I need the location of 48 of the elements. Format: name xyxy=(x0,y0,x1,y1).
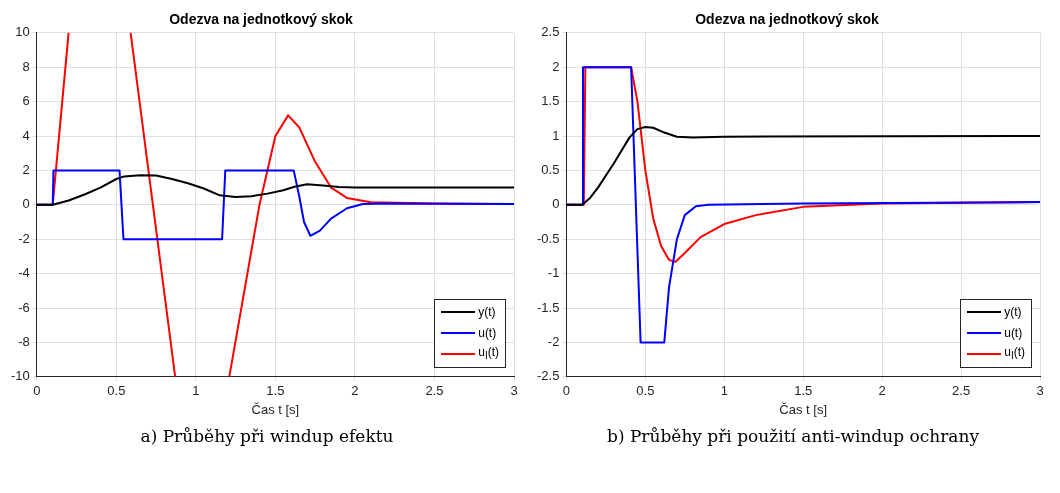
x-tick-label: 2.5 xyxy=(952,383,971,399)
y-tick-label: -10 xyxy=(10,368,30,384)
x-tick-label: 3 xyxy=(510,383,518,399)
legend-label: u(t) xyxy=(478,324,497,342)
x-tick-label: 1.5 xyxy=(794,383,813,399)
legend-label: u$_{I}$(t) xyxy=(478,344,499,364)
x-tick-label: 2.5 xyxy=(425,383,444,399)
x-axis-title: Čas t [s] xyxy=(251,401,300,417)
y-tick-label: -8 xyxy=(18,333,30,349)
y-tick-label: -6 xyxy=(18,299,30,315)
legend-label: u(t) xyxy=(1004,324,1023,342)
y-tick-label: 6 xyxy=(22,93,30,109)
x-tick-label: 1.5 xyxy=(266,383,285,399)
x-tick-label: 3 xyxy=(1036,383,1044,399)
x-tick-label: 0 xyxy=(562,383,571,399)
y-tick-label: 2.5 xyxy=(541,24,560,40)
y-tick-label: 1 xyxy=(552,127,560,143)
legend-label: y(t) xyxy=(1004,303,1022,321)
chart-title: Odezva na jednotkový skok xyxy=(695,11,880,28)
y-tick-label: 4 xyxy=(22,127,30,143)
y-tick-label: 2 xyxy=(552,58,560,74)
legend-label: u$_{I}$(t) xyxy=(1004,344,1025,364)
y-tick-label: 0.5 xyxy=(541,161,560,177)
x-tick-label: 1 xyxy=(720,383,728,399)
legend-label: y(t) xyxy=(478,303,496,321)
y-tick-label: 10 xyxy=(15,24,30,40)
x-axis-title: Čas t [s] xyxy=(779,401,828,417)
y-tick-label: -1.5 xyxy=(536,299,560,315)
y-tick-label: -2.5 xyxy=(536,368,560,384)
x-tick-label: 2 xyxy=(878,383,886,399)
text: a) Průběhy při windup efektu xyxy=(139,426,395,446)
y-tick-label: -2 xyxy=(547,333,560,349)
y-tick-label: -0.5 xyxy=(536,230,560,246)
y-tick-label: 0 xyxy=(552,196,560,212)
y-tick-label: -4 xyxy=(18,265,30,281)
y-tick-label: 8 xyxy=(22,58,30,74)
y-tick-label: 1.5 xyxy=(541,93,560,109)
x-tick-label: 0 xyxy=(33,383,41,399)
x-tick-label: 2 xyxy=(351,383,359,399)
x-tick-label: 0.5 xyxy=(636,383,655,399)
y-tick-label: 2 xyxy=(22,161,30,177)
y-tick-label: 0 xyxy=(22,196,30,212)
chart-title: Odezva na jednotkový skok xyxy=(169,11,354,28)
text: b) Průběhy při použití anti-windup ochrany xyxy=(606,426,980,446)
y-tick-label: -2 xyxy=(18,230,30,246)
x-tick-label: 0.5 xyxy=(107,383,126,399)
x-tick-label: 1 xyxy=(192,383,200,399)
y-tick-label: -1 xyxy=(547,265,560,281)
